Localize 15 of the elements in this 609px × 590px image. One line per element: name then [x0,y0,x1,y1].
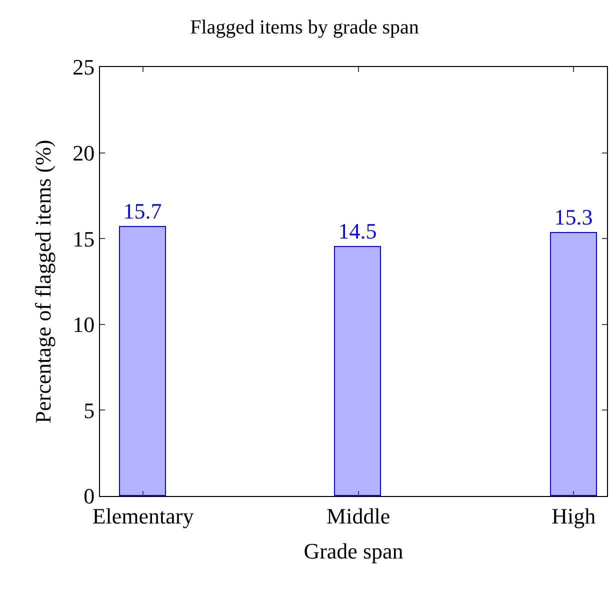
x-axis-title: Grade span [304,538,404,564]
y-tick-label: 20 [72,140,95,166]
y-tick-label: 25 [72,54,95,80]
y-tick-label: 10 [72,312,95,338]
x-tick-label: Middle [326,503,390,528]
y-tick-label: 5 [84,398,95,423]
y-tick-label: 15 [72,226,95,252]
chart-title: Flagged items by grade span [190,16,419,39]
y-axis-title: Percentage of flagged items (%) [30,140,56,424]
x-tick-label: High [552,503,596,528]
data-label: 15.3 [554,204,593,230]
data-label: 15.7 [123,198,162,224]
x-tick-label: Elementary [92,503,194,528]
y-tick-label: 0 [84,484,95,509]
data-label: 14.5 [338,218,377,244]
